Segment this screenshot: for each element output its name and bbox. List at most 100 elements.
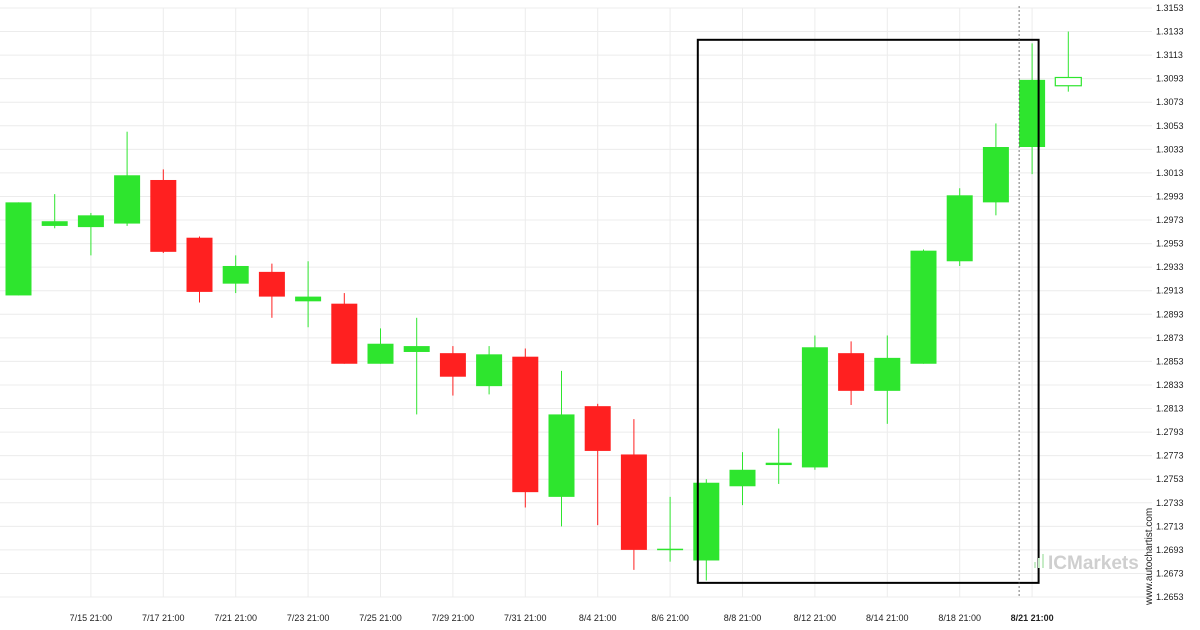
candle-up (77, 212, 104, 256)
y-tick-label: 1.2793 (1156, 427, 1184, 437)
candle-body (1054, 76, 1082, 87)
y-tick-label: 1.2733 (1156, 498, 1184, 508)
candle-body (982, 147, 1009, 203)
candle-up (801, 335, 828, 470)
y-tick-label: 1.2913 (1156, 286, 1184, 296)
x-tick-label: 7/17 21:00 (142, 613, 185, 623)
y-tick-label: 1.2953 (1156, 239, 1184, 249)
candle-body (258, 271, 285, 297)
candle-up (403, 317, 430, 415)
candle-body (77, 215, 104, 228)
y-tick-label: 1.3053 (1156, 121, 1184, 131)
y-tick-label: 1.2813 (1156, 404, 1184, 414)
x-tick-label: 7/15 21:00 (70, 613, 113, 623)
y-tick-label: 1.2993 (1156, 191, 1184, 201)
candle-down (620, 419, 647, 570)
grid (0, 7, 1152, 598)
y-tick-label: 1.2693 (1156, 545, 1184, 555)
x-axis: 7/15 21:00 7/17 21:00 7/21 21:00 7/23 21:00… (70, 613, 1054, 623)
candle-down (331, 293, 358, 364)
y-tick-label: 1.3113 (1156, 50, 1183, 60)
candle-body (439, 353, 466, 377)
x-tick-label: 8/21 21:00 (1011, 613, 1054, 623)
y-tick-label: 1.3073 (1156, 97, 1184, 107)
x-tick-label: 8/18 21:00 (938, 613, 981, 623)
candle-body (403, 346, 430, 352)
x-tick-label: 8/6 21:00 (651, 613, 689, 623)
candle-body (331, 303, 358, 364)
candle-body (838, 353, 865, 391)
x-tick-label: 8/14 21:00 (866, 613, 909, 623)
candle-down (258, 263, 285, 318)
candle-up (874, 335, 901, 424)
candle-up (1019, 43, 1046, 175)
candle-down (838, 341, 865, 405)
watermark: ICMarkets www.autochartist.com (1034, 508, 1155, 606)
candle-body (476, 354, 503, 387)
candle-body (657, 548, 684, 551)
candle-up (982, 123, 1009, 216)
candle-up (946, 188, 973, 266)
candle-down (186, 236, 213, 303)
candle-up (1054, 31, 1082, 92)
y-tick-label: 1.2753 (1156, 474, 1184, 484)
x-tick-label: 8/12 21:00 (794, 613, 837, 623)
candle-body (910, 250, 937, 364)
candle-up (41, 194, 68, 229)
candle-up (729, 452, 756, 506)
x-tick-label: 8/8 21:00 (724, 613, 762, 623)
candle-body (548, 414, 575, 497)
candle-up (910, 249, 937, 364)
candle-body (41, 221, 68, 226)
candle-body (186, 237, 213, 292)
y-tick-label: 1.3153 (1156, 3, 1184, 13)
candle-up (222, 255, 249, 294)
x-tick-label: 7/21 21:00 (214, 613, 257, 623)
overlays (696, 6, 1040, 597)
x-tick-label: 7/31 21:00 (504, 613, 547, 623)
x-tick-label: 8/4 21:00 (579, 613, 617, 623)
candle-body (729, 469, 756, 487)
candle-up (367, 328, 394, 364)
candle-down (584, 403, 611, 526)
candle-body (222, 265, 249, 284)
candle-down (150, 169, 177, 254)
candle-body (620, 454, 647, 550)
candle-up (476, 346, 503, 395)
candle-down (512, 348, 539, 508)
y-tick-label: 1.3013 (1156, 168, 1184, 178)
y-tick-label: 1.2933 (1156, 262, 1184, 272)
y-tick-label: 1.2973 (1156, 215, 1184, 225)
icmarkets-logo: ICMarkets (1034, 553, 1139, 574)
x-tick-label: 7/25 21:00 (359, 613, 402, 623)
candle-body (367, 343, 394, 364)
pattern-highlight-box (696, 38, 1040, 584)
candle-body (874, 357, 901, 391)
y-tick-label: 1.3133 (1156, 27, 1184, 37)
autochartist-url: www.autochartist.com (1144, 508, 1155, 606)
y-tick-label: 1.2853 (1156, 356, 1184, 366)
candle-body (946, 195, 973, 262)
candle-body (1019, 79, 1046, 148)
candle-body (150, 179, 177, 252)
y-tick-label: 1.2833 (1156, 380, 1184, 390)
y-tick-label: 1.3093 (1156, 74, 1184, 84)
y-tick-label: 1.2653 (1156, 592, 1184, 602)
y-tick-label: 1.3033 (1156, 144, 1184, 154)
candle-body (5, 202, 32, 296)
x-tick-label: 7/23 21:00 (287, 613, 330, 623)
y-tick-label: 1.2713 (1156, 521, 1184, 531)
candle-up (295, 261, 322, 328)
candle-body (801, 347, 828, 468)
logo-text: ICMarkets (1048, 553, 1139, 574)
x-tick-label: 7/29 21:00 (432, 613, 475, 623)
candle-down (439, 346, 466, 396)
candle-up (5, 202, 32, 296)
candle-body (765, 462, 792, 466)
candle-body (295, 296, 322, 302)
candle-up (657, 496, 684, 562)
y-tick-label: 1.2773 (1156, 451, 1184, 461)
y-tick-label: 1.2673 (1156, 568, 1184, 578)
y-tick-label: 1.2873 (1156, 333, 1184, 343)
